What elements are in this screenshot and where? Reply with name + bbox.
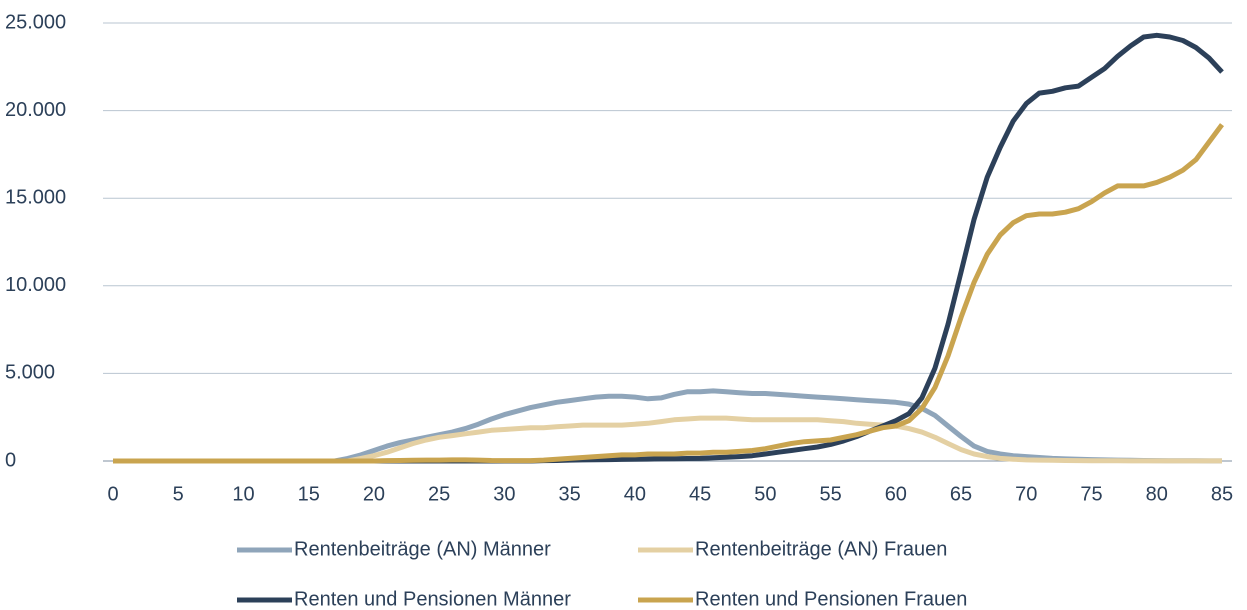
- x-tick-label: 65: [950, 483, 972, 505]
- x-tick-label: 25: [428, 483, 450, 505]
- x-tick-label: 5: [173, 483, 184, 505]
- x-tick-label: 15: [298, 483, 320, 505]
- x-tick-label: 20: [363, 483, 385, 505]
- x-tick-label: 35: [559, 483, 581, 505]
- legend-label: Rentenbeiträge (AN) Männer: [294, 538, 551, 560]
- x-tick-label: 10: [232, 483, 254, 505]
- x-tick-label: 55: [819, 483, 841, 505]
- legend-label: Renten und Pensionen Frauen: [695, 588, 967, 610]
- line-series: [113, 388, 1222, 464]
- y-tick-label: 15.000: [5, 186, 66, 208]
- legend-label: Rentenbeiträge (AN) Frauen: [695, 538, 947, 560]
- x-tick-label: 80: [1146, 483, 1168, 505]
- x-tick-label: 70: [1015, 483, 1037, 505]
- y-tick-label: 20.000: [5, 99, 66, 121]
- x-tick-label: 30: [493, 483, 515, 505]
- y-tick-label: 0: [5, 449, 16, 471]
- y-tick-label: 5.000: [5, 362, 55, 384]
- line-series: [113, 123, 1225, 464]
- x-tick-label: 75: [1080, 483, 1102, 505]
- x-tick-label: 45: [689, 483, 711, 505]
- y-tick-label: 25.000: [5, 11, 66, 33]
- x-tick-label: 85: [1211, 483, 1233, 505]
- x-tick-label: 0: [107, 483, 118, 505]
- x-tick-label: 50: [754, 483, 776, 505]
- legend-label: Renten und Pensionen Männer: [294, 588, 571, 610]
- x-tick-label: 60: [885, 483, 907, 505]
- y-tick-label: 10.000: [5, 274, 66, 296]
- x-tick-label: 40: [624, 483, 646, 505]
